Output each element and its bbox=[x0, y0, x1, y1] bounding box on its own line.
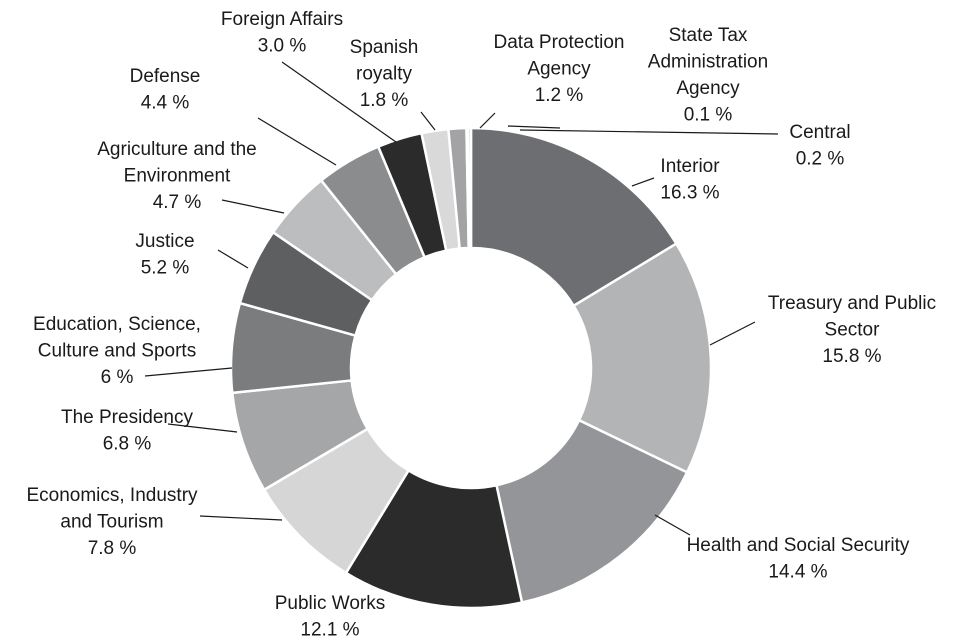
value-label: 16.3 % bbox=[660, 183, 719, 204]
donut-slice bbox=[495, 418, 689, 605]
slice-label: Data Protection Agency bbox=[494, 32, 625, 80]
value-label: 4.4 % bbox=[141, 93, 190, 114]
slice-label: Education, Science, Culture and Sports bbox=[33, 314, 201, 362]
value-label: 12.1 % bbox=[300, 620, 359, 639]
leader-line bbox=[709, 321, 756, 346]
slice-label: Economics, Industry and Tourism bbox=[26, 485, 198, 533]
value-label: 5.2 % bbox=[141, 258, 190, 279]
value-label: 6 % bbox=[101, 367, 134, 388]
donut-slice bbox=[466, 126, 473, 250]
value-label: 1.8 % bbox=[360, 90, 409, 111]
slice-label: Interior bbox=[660, 156, 720, 177]
value-label: 3.0 % bbox=[258, 36, 307, 57]
leader-line bbox=[257, 117, 337, 166]
leader-line bbox=[199, 515, 283, 521]
leader-line bbox=[281, 61, 397, 143]
leader-line bbox=[420, 111, 436, 131]
slice-label: Public Works bbox=[275, 593, 386, 614]
leader-line bbox=[167, 423, 238, 433]
value-label: 6.8 % bbox=[103, 434, 152, 455]
slice-label: Justice bbox=[135, 231, 194, 252]
leader-line bbox=[519, 129, 779, 135]
slice-label: The Presidency bbox=[61, 407, 194, 428]
slice-label: Agriculture and the Environment bbox=[97, 139, 257, 187]
leader-line bbox=[144, 367, 233, 377]
value-label: 0.1 % bbox=[684, 105, 733, 126]
slice-label: Health and Social Security bbox=[687, 535, 910, 556]
leader-line bbox=[654, 514, 691, 536]
value-label: 15.8 % bbox=[822, 346, 881, 367]
value-label: 7.8 % bbox=[88, 538, 137, 559]
leader-line bbox=[479, 112, 496, 129]
leader-line bbox=[507, 125, 561, 129]
leader-line bbox=[221, 199, 285, 214]
value-label: 14.4 % bbox=[768, 562, 827, 583]
slice-label: State Tax Administration Agency bbox=[648, 25, 768, 99]
slice-label: Treasury and Public Sector bbox=[768, 293, 936, 341]
value-label: 1.2 % bbox=[535, 85, 584, 106]
slice-label: Central bbox=[789, 122, 850, 143]
leader-line bbox=[217, 249, 249, 269]
donut-slice bbox=[469, 126, 678, 308]
slice-label: Defense bbox=[130, 66, 201, 87]
donut-slice bbox=[571, 241, 713, 475]
value-label: 0.2 % bbox=[796, 149, 845, 170]
value-label: 4.7 % bbox=[153, 192, 202, 213]
leader-line bbox=[631, 177, 655, 187]
slice-label: Foreign Affairs bbox=[221, 9, 343, 30]
slice-label: Spanish royalty bbox=[350, 37, 419, 85]
